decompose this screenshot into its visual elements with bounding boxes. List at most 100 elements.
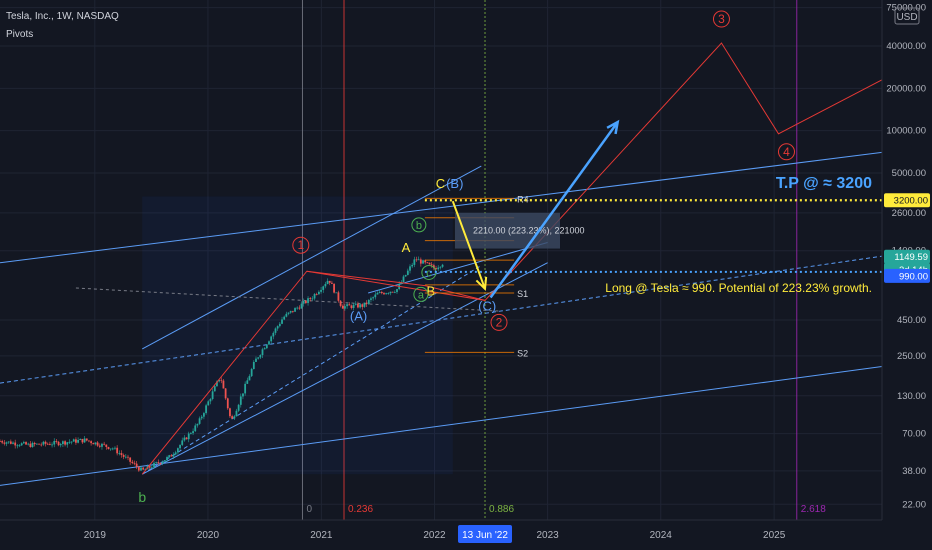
wave-circle (777, 143, 795, 161)
candle-body (283, 316, 286, 320)
candle-body (409, 266, 411, 271)
candle-body (389, 291, 392, 294)
short-channel (368, 242, 548, 294)
candle-body (341, 305, 344, 309)
candle-body (328, 280, 331, 283)
candle-body (313, 294, 316, 299)
candle-body (239, 396, 242, 405)
candle-body (144, 469, 147, 470)
candle-body (302, 300, 305, 304)
fib-time-zones: 0 0.236 0.886 2.618 (142, 0, 826, 520)
candle-body (122, 455, 125, 457)
candle-body (339, 300, 342, 306)
corrective-label: B (427, 284, 436, 299)
candle-body (159, 463, 162, 464)
candle-body (422, 260, 424, 264)
candle-body (211, 391, 214, 400)
candle-body (127, 456, 129, 458)
candle-body (344, 306, 346, 309)
correction-arrow (451, 200, 486, 290)
candle-body (220, 379, 223, 381)
wave-circle (292, 236, 310, 254)
candle-body (248, 376, 251, 381)
candle-body (246, 380, 249, 384)
candle-body (153, 462, 155, 468)
price-tick-label: 38.00 (902, 466, 926, 477)
price-tick-label: 40000.00 (886, 41, 926, 52)
candle-body (66, 442, 69, 445)
candle-body (424, 260, 427, 263)
candle-body (350, 305, 353, 308)
projection-arrow (489, 121, 619, 299)
candle-body (265, 344, 268, 349)
candle-body (417, 259, 420, 261)
candle-body (337, 292, 340, 301)
time-tick-label: 2019 (84, 530, 107, 541)
candle-body (406, 270, 409, 275)
candle-body (185, 437, 188, 440)
candle-body (29, 443, 32, 448)
price-tick-label: 22.00 (902, 499, 926, 510)
time-highlight-label: 13 Jun '22 (462, 530, 508, 541)
candle-body (192, 431, 194, 434)
candle-body (27, 443, 30, 445)
candle-body (233, 416, 236, 419)
candle-body (278, 323, 281, 327)
candle-body (385, 293, 388, 295)
time-tick-label: 2023 (536, 530, 559, 541)
candle-body (415, 259, 418, 261)
price-tick-label: 70.00 (902, 429, 926, 440)
candle-body (300, 303, 303, 309)
candle-body (391, 291, 394, 293)
candle-body (179, 444, 181, 449)
candle-body (378, 292, 381, 293)
candle-body (131, 461, 134, 463)
candle-body (413, 259, 416, 265)
candle-body (103, 443, 106, 445)
candle-body (216, 381, 218, 387)
fib-time-label: 0 (306, 504, 312, 515)
candle-body (426, 262, 429, 264)
candle-body (396, 289, 398, 293)
wave-circle (490, 313, 508, 331)
correction-arrow-head (475, 276, 488, 291)
candle-body (96, 442, 99, 446)
candle-body (324, 284, 327, 287)
wave-path (141, 42, 883, 475)
candle-body (307, 298, 309, 303)
candle-body (109, 448, 112, 450)
measure-label: 2210.00 (223.23%), 221000 (473, 226, 585, 236)
candle-body (218, 379, 221, 382)
candle-body (242, 393, 244, 397)
fib-time-label: 2.618 (801, 504, 826, 515)
candle-body (70, 441, 73, 443)
candle-body (430, 264, 433, 266)
candle-body (354, 303, 357, 305)
wave-label-4: 4 (783, 145, 790, 159)
candle-body (101, 443, 103, 447)
candle-body (172, 454, 175, 457)
inner-channel-lower (142, 262, 548, 475)
last-price-tag: 1149.59 (894, 252, 928, 263)
candle-body (222, 380, 225, 389)
candle-body (255, 358, 257, 362)
candle-body (20, 443, 23, 446)
target-price-tag-bg (884, 193, 930, 208)
candle-body (203, 413, 205, 417)
candle-body (348, 304, 351, 306)
candle-body (213, 386, 216, 392)
candle-body (137, 466, 140, 471)
long-annotation: Long @ Tesla ≈ 990. Potential of 223.23%… (605, 281, 872, 295)
candle-body (118, 453, 121, 454)
candle-body (14, 442, 17, 446)
candle-body (237, 404, 240, 411)
candle-body (435, 268, 437, 270)
candle-body (166, 457, 168, 461)
candle-body (0, 441, 1, 442)
corrective-label: a (418, 289, 425, 301)
corrective-label: A (402, 240, 411, 255)
candle-body (333, 283, 335, 293)
wave-label-2: 2 (496, 315, 503, 329)
candle-body (68, 441, 71, 443)
